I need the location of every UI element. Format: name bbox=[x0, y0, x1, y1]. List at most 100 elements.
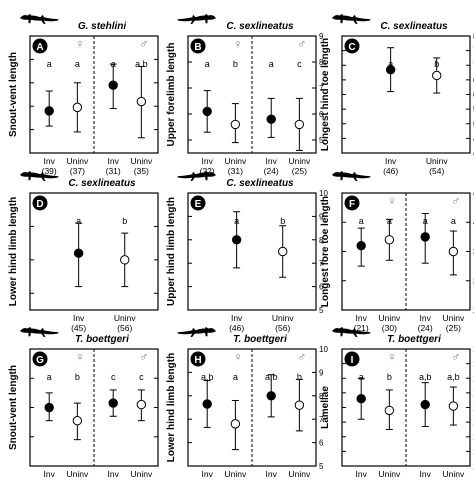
group-label: Uninv bbox=[66, 469, 88, 479]
sex-symbol-male: ♂ bbox=[297, 350, 306, 364]
significance-letter: c bbox=[139, 372, 144, 382]
panel-letter: E bbox=[195, 199, 202, 210]
significance-letter: b bbox=[434, 59, 439, 69]
group-label: Inv bbox=[356, 469, 368, 479]
sex-symbol-female: ♀ bbox=[233, 350, 242, 364]
mean-point-uninvasive bbox=[294, 400, 305, 410]
sample-size: (45) bbox=[71, 323, 86, 333]
sample-size: (31) bbox=[106, 166, 121, 176]
sex-symbol-male: ♂ bbox=[451, 350, 460, 364]
panel-letter: B bbox=[194, 42, 201, 53]
group-label: Uninv bbox=[288, 156, 310, 166]
y-tick-label: 8 bbox=[319, 392, 324, 401]
panel-letter-badge bbox=[344, 38, 360, 54]
panel-letter-badge bbox=[190, 195, 206, 211]
panel-title: C. sexlineatus bbox=[380, 21, 448, 32]
panel-title: C. sexlineatus bbox=[226, 21, 294, 32]
significance-letter: a bbox=[47, 59, 52, 69]
mean-point-invasive bbox=[202, 399, 212, 409]
plot-frame bbox=[29, 192, 159, 311]
mean-point-invasive bbox=[356, 394, 366, 404]
mean-point-uninvasive bbox=[278, 246, 288, 257]
mean-point-invasive bbox=[44, 402, 54, 413]
group-label: Inv bbox=[108, 156, 120, 166]
mean-point-uninvasive bbox=[384, 405, 395, 416]
significance-letter: a bbox=[388, 59, 393, 69]
significance-letter: a bbox=[269, 59, 274, 69]
group-label: Uninv bbox=[66, 156, 88, 166]
significance-letter: a bbox=[76, 216, 81, 226]
group-label: Uninv bbox=[130, 156, 152, 166]
mean-point-uninvasive bbox=[120, 255, 130, 265]
significance-letter: a,b bbox=[447, 372, 460, 382]
mean-point-uninvasive bbox=[72, 102, 83, 113]
sample-size: (30) bbox=[382, 323, 397, 333]
y-axis-label: Longest hind toe length bbox=[320, 38, 331, 151]
panel-letter-badge bbox=[32, 38, 48, 54]
mean-point-uninvasive bbox=[72, 415, 83, 426]
y-tick-label: 6 bbox=[319, 439, 324, 448]
panel-letter-badge bbox=[190, 351, 206, 367]
y-tick-label: 6 bbox=[319, 283, 324, 292]
lizard-icon bbox=[20, 326, 59, 338]
group-label: Uninv bbox=[224, 156, 246, 166]
significance-letter: a bbox=[423, 216, 428, 226]
significance-letter: a bbox=[234, 216, 239, 226]
significance-letter: b bbox=[122, 216, 127, 226]
sample-size: (37) bbox=[70, 166, 85, 176]
panel-letter: I bbox=[351, 355, 354, 366]
lizard-icon bbox=[177, 170, 216, 182]
sample-size: (46) bbox=[383, 166, 398, 176]
panel-letter: C bbox=[348, 42, 355, 53]
group-label: Inv bbox=[73, 313, 85, 323]
significance-letter: a,b bbox=[201, 372, 214, 382]
panel-b: 5 6 7 8 9 C. sexlineatus Upper forelimb length… bbox=[166, 13, 324, 176]
plot-frame bbox=[341, 35, 471, 154]
significance-letter: a bbox=[387, 216, 392, 226]
sample-size: (24) bbox=[418, 323, 433, 333]
lizard-icon bbox=[332, 326, 371, 338]
significance-letter: a bbox=[111, 59, 116, 69]
sex-symbol-male: ♂ bbox=[297, 37, 306, 51]
sex-symbol-male: ♂ bbox=[451, 194, 460, 208]
group-label: Inv bbox=[385, 156, 397, 166]
sex-symbol-male: ♂ bbox=[139, 350, 148, 364]
y-tick-label: 5 bbox=[319, 462, 324, 471]
panel-title: G. stehlini bbox=[78, 21, 127, 32]
significance-letter: b bbox=[387, 372, 392, 382]
significance-letter: a bbox=[233, 372, 238, 382]
y-tick-label: 9 bbox=[319, 32, 324, 41]
group-label: Inv bbox=[266, 156, 278, 166]
significance-letter: a bbox=[205, 59, 210, 69]
panel-letter: F bbox=[349, 199, 355, 210]
y-tick-label: 10 bbox=[319, 345, 328, 354]
group-label: Inv bbox=[231, 313, 243, 323]
mean-point-invasive bbox=[356, 240, 366, 251]
significance-letter: a,b bbox=[419, 372, 432, 382]
y-axis-label: Lamellae bbox=[320, 386, 331, 429]
mean-point-invasive bbox=[231, 235, 242, 245]
panel-letter-badge bbox=[344, 351, 360, 367]
mean-point-uninvasive bbox=[136, 399, 147, 410]
y-tick-label: 6 bbox=[319, 110, 324, 119]
sex-symbol-female: ♀ bbox=[387, 194, 396, 208]
significance-letter: a bbox=[359, 216, 364, 226]
mean-point-uninvasive bbox=[230, 419, 241, 429]
mean-point-uninvasive bbox=[448, 246, 459, 257]
significance-letter: a,b bbox=[135, 59, 148, 69]
y-tick-label: 9 bbox=[319, 368, 324, 377]
mean-point-invasive bbox=[108, 80, 118, 90]
group-label: Uninv bbox=[272, 313, 294, 323]
mean-point-uninvasive bbox=[136, 96, 147, 107]
y-tick-label: 10 bbox=[319, 189, 328, 198]
mean-point-uninvasive bbox=[448, 401, 459, 411]
lizard-icon bbox=[20, 170, 59, 182]
significance-letter: b bbox=[233, 59, 238, 69]
group-label: Inv bbox=[108, 469, 120, 479]
y-axis-label: Snout-vent length bbox=[8, 365, 19, 450]
y-tick-label: 5 bbox=[319, 136, 324, 145]
y-axis-label: Lower hind limb length bbox=[8, 197, 19, 306]
y-axis-label: Lower hind limb length bbox=[166, 353, 177, 462]
significance-letter: c bbox=[111, 372, 116, 382]
